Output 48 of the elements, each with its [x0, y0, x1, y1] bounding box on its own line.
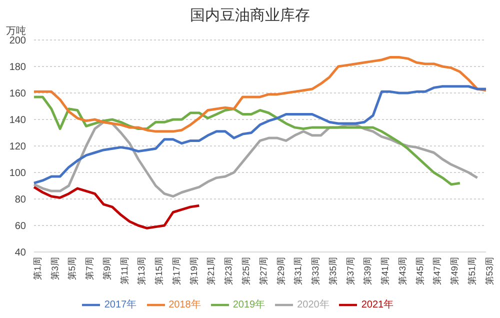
- x-tick-label: 第5周: [67, 257, 78, 280]
- x-tick-label: 第31周: [293, 257, 304, 286]
- legend-label: 2020年: [297, 300, 330, 311]
- y-tick-label: 160: [9, 88, 26, 100]
- y-axis-title: 万吨: [6, 24, 26, 37]
- x-tick-label: 第51周: [467, 257, 478, 286]
- chart-title: 国内豆油商业库存: [189, 6, 311, 25]
- legend-label: 2021年: [361, 300, 394, 311]
- y-tick-label: 140: [9, 115, 26, 126]
- x-tick-label: 第7周: [84, 257, 95, 280]
- y-tick-label: 60: [14, 221, 26, 232]
- y-tick-label: 40: [14, 248, 26, 259]
- x-tick-label: 第13周: [136, 257, 147, 286]
- x-tick-label: 第53周: [484, 257, 494, 286]
- x-tick-label: 第17周: [171, 257, 182, 286]
- x-tick-label: 第47周: [432, 257, 442, 286]
- legend-label: 2018年: [168, 300, 201, 311]
- x-tick-label: 第37周: [345, 257, 356, 286]
- line-series: [32, 186, 200, 230]
- x-tick-label: 第35周: [328, 257, 338, 286]
- x-tick-label: 第23周: [224, 257, 234, 286]
- x-tick-label: 第41周: [380, 257, 390, 286]
- y-tick-label: 80: [14, 194, 26, 206]
- x-tick-label: 第39周: [362, 257, 373, 286]
- line-series: [32, 85, 488, 184]
- x-tick-label: 第25周: [241, 257, 252, 286]
- x-tick-label: 第3周: [50, 257, 60, 280]
- x-tick-label: 第11周: [119, 257, 130, 284]
- x-tick-label: 第19周: [188, 257, 199, 286]
- line-series: [32, 96, 462, 186]
- x-tick-label: 第45周: [414, 257, 425, 286]
- legend-label: 2019年: [232, 300, 266, 311]
- x-tick-label: 第1周: [32, 257, 42, 280]
- x-tick-label: 第29周: [276, 257, 286, 286]
- x-tick-label: 第15周: [154, 257, 164, 286]
- y-tick-label: 200: [9, 36, 26, 47]
- line-series: [32, 56, 488, 133]
- y-tick-label: 100: [9, 168, 26, 180]
- x-tick-label: 第9周: [102, 257, 112, 280]
- x-tick-label: 第33周: [310, 257, 321, 286]
- x-tick-label: 第43周: [397, 257, 408, 286]
- y-tick-label: 180: [9, 62, 26, 74]
- legend-label: 2017年: [104, 300, 137, 311]
- line-series: [32, 120, 479, 198]
- y-tick-label: 120: [9, 142, 26, 153]
- x-tick-label: 第21周: [206, 257, 216, 286]
- x-tick-label: 第49周: [450, 257, 460, 286]
- x-tick-label: 第27周: [258, 257, 268, 286]
